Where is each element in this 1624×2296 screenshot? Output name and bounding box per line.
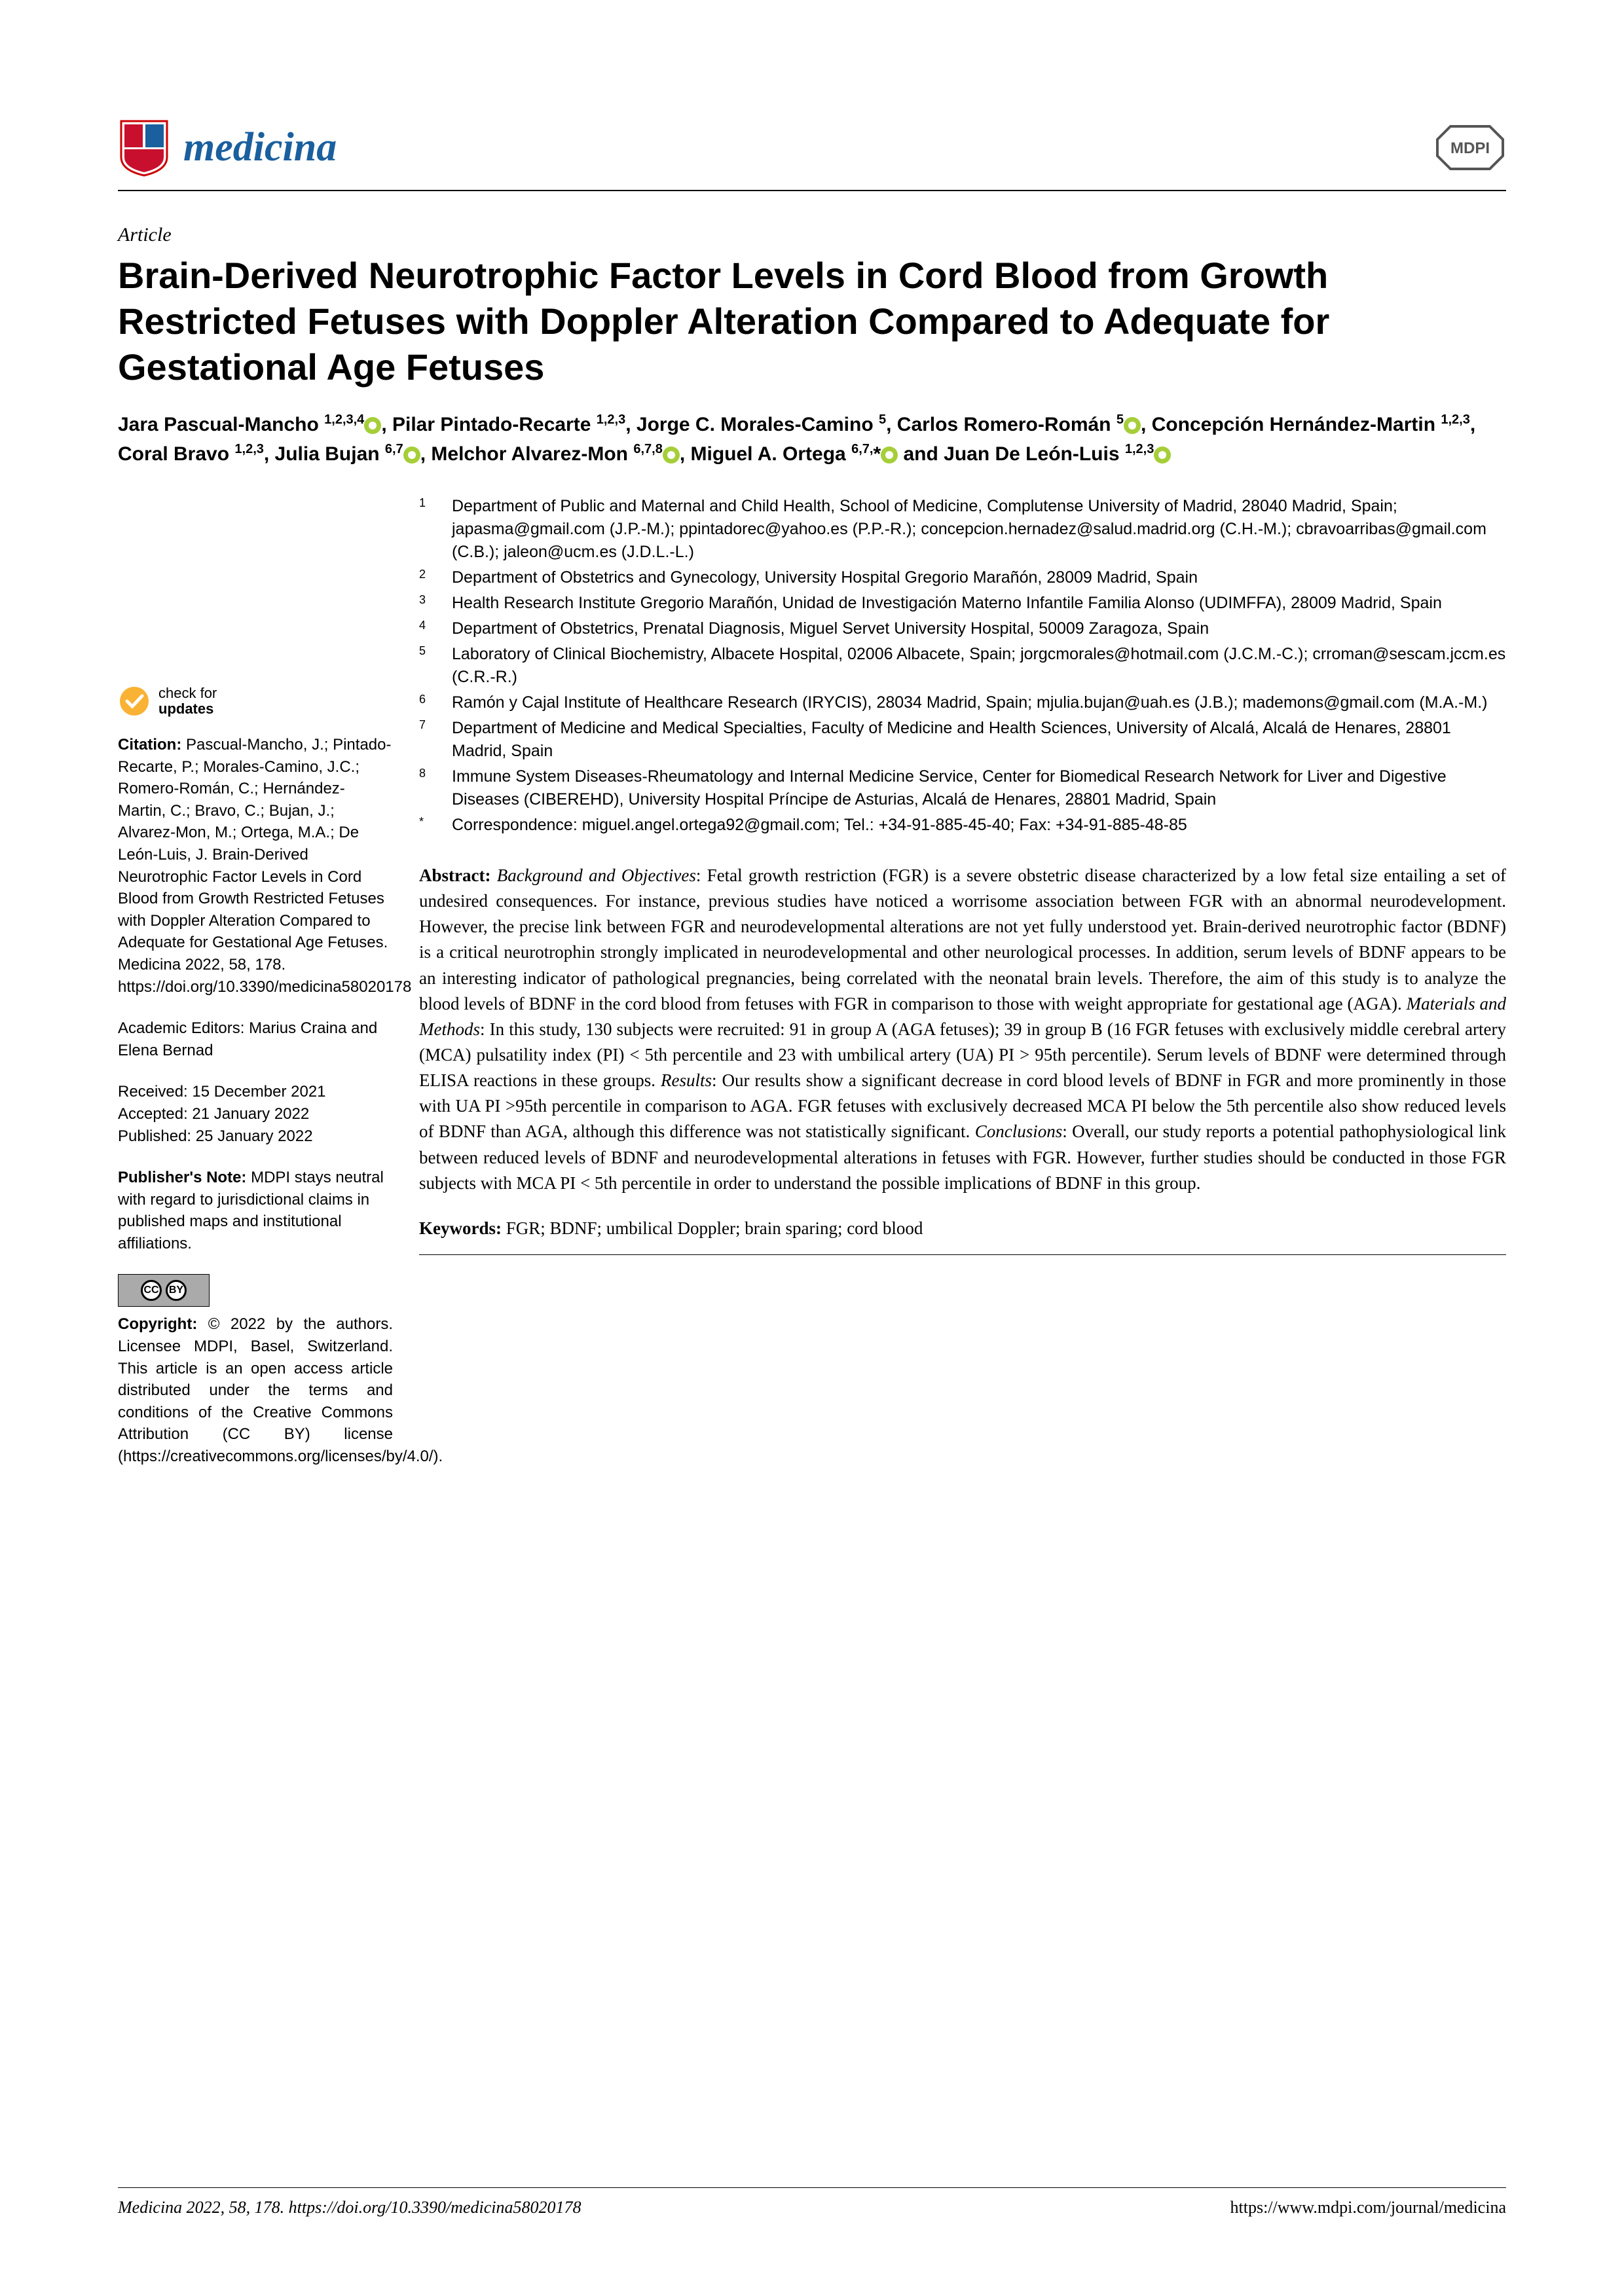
affiliation-row: 2 Department of Obstetrics and Gynecology… [419, 566, 1506, 589]
affil-text: Department of Obstetrics and Gynecology,… [452, 566, 1506, 589]
affiliation-row: 1Department of Public and Maternal and C… [419, 495, 1506, 564]
affil-text: Laboratory of Clinical Biochemistry, Alb… [452, 643, 1506, 689]
affiliation-row: * Correspondence: miguel.angel.ortega92@g… [419, 814, 1506, 837]
affiliation-row: 7 Department of Medicine and Medical Spec… [419, 717, 1506, 763]
sidebar: check for updates Citation: Pascual-Manc… [118, 495, 393, 1487]
divider [419, 1254, 1506, 1255]
main-column: 1Department of Public and Maternal and C… [419, 495, 1506, 1487]
affiliation-row: 8 Immune System Diseases-Rheumatology and… [419, 765, 1506, 811]
editors-label: Academic Editors: [118, 1019, 244, 1037]
article-type: Article [118, 224, 1506, 246]
affil-number: 6 [419, 691, 439, 714]
affil-number: 3 [419, 592, 439, 615]
bg-label: Background and Objectives [497, 866, 696, 885]
footer-right: https://www.mdpi.com/journal/medicina [1230, 2198, 1506, 2217]
abstract-label: Abstract: [419, 866, 490, 885]
footer: Medicina 2022, 58, 178. https://doi.org/… [118, 2187, 1506, 2217]
published-date: Published: 25 January 2022 [118, 1125, 393, 1148]
affil-number: * [419, 814, 439, 837]
affiliation-row: 4 Department of Obstetrics, Prenatal Diag… [419, 617, 1506, 640]
publisher-note-block: Publisher's Note: MDPI stays neutral wit… [118, 1167, 393, 1254]
affil-text: Immune System Diseases-Rheumatology and … [452, 765, 1506, 811]
affil-number: 1 [419, 495, 439, 564]
mdpi-logo: MDPI [1434, 123, 1506, 172]
check-label-2: updates [158, 701, 217, 717]
affil-number: 8 [419, 765, 439, 811]
copyright-block: CC BY Copyright: © 2022 by the authors. … [118, 1274, 393, 1467]
affil-number: 2 [419, 566, 439, 589]
affiliation-row: 6 Ramón y Cajal Institute of Healthcare R… [419, 691, 1506, 714]
affiliation-row: 5 Laboratory of Clinical Biochemistry, Al… [419, 643, 1506, 689]
keywords-text: FGR; BDNF; umbilical Doppler; brain spar… [506, 1218, 923, 1238]
affiliations: 1Department of Public and Maternal and C… [419, 495, 1506, 837]
citation-block: Citation: Pascual-Mancho, J.; Pintado-Re… [118, 734, 393, 998]
pubnote-label: Publisher's Note: [118, 1169, 246, 1186]
abstract: Abstract: Background and Objectives: Fet… [419, 863, 1506, 1196]
citation-text: Pascual-Mancho, J.; Pintado-Recarte, P.;… [118, 736, 411, 996]
accepted-date: Accepted: 21 January 2022 [118, 1103, 393, 1125]
affil-number: 5 [419, 643, 439, 689]
affil-text: Health Research Institute Gregorio Marañ… [452, 592, 1506, 615]
editors-block: Academic Editors: Marius Craina and Elen… [118, 1017, 393, 1061]
affil-text: Correspondence: miguel.angel.ortega92@gm… [452, 814, 1506, 837]
con-label: Conclusions [975, 1121, 1063, 1141]
check-updates-icon [118, 685, 151, 718]
cc-by-badge: CC BY [118, 1274, 210, 1307]
svg-text:MDPI: MDPI [1450, 139, 1490, 157]
check-updates-badge[interactable]: check for updates [118, 685, 393, 718]
received-date: Received: 15 December 2021 [118, 1081, 393, 1103]
footer-left: Medicina 2022, 58, 178. https://doi.org/… [118, 2198, 581, 2217]
copyright-text: © 2022 by the authors. Licensee MDPI, Ba… [118, 1315, 443, 1465]
affiliation-row: 3 Health Research Institute Gregorio Mara… [419, 592, 1506, 615]
journal-logo: medicina [118, 118, 337, 177]
keywords: Keywords: FGR; BDNF; umbilical Doppler; … [419, 1216, 1506, 1241]
article-title: Brain-Derived Neurotrophic Factor Levels… [118, 253, 1506, 390]
keywords-label: Keywords: [419, 1218, 502, 1238]
authors-list: Jara Pascual-Mancho 1,2,3,4, Pilar Pinta… [118, 410, 1506, 469]
citation-label: Citation: [118, 736, 181, 754]
affil-text: Department of Obstetrics, Prenatal Diagn… [452, 617, 1506, 640]
affil-text: Department of Public and Maternal and Ch… [452, 495, 1506, 564]
affil-text: Ramón y Cajal Institute of Healthcare Re… [452, 691, 1506, 714]
journal-name: medicina [183, 124, 337, 171]
affil-text: Department of Medicine and Medical Speci… [452, 717, 1506, 763]
affil-number: 7 [419, 717, 439, 763]
affil-number: 4 [419, 617, 439, 640]
copyright-label: Copyright: [118, 1315, 197, 1333]
res-label: Results [661, 1070, 712, 1090]
check-label-1: check for [158, 685, 217, 701]
cc-icon: CC [141, 1280, 162, 1301]
bg-text: : Fetal growth restriction (FGR) is a se… [419, 866, 1506, 1013]
shield-icon [118, 118, 170, 177]
dates-block: Received: 15 December 2021 Accepted: 21 … [118, 1081, 393, 1147]
by-icon: BY [166, 1280, 187, 1301]
header-bar: medicina MDPI [118, 118, 1506, 191]
